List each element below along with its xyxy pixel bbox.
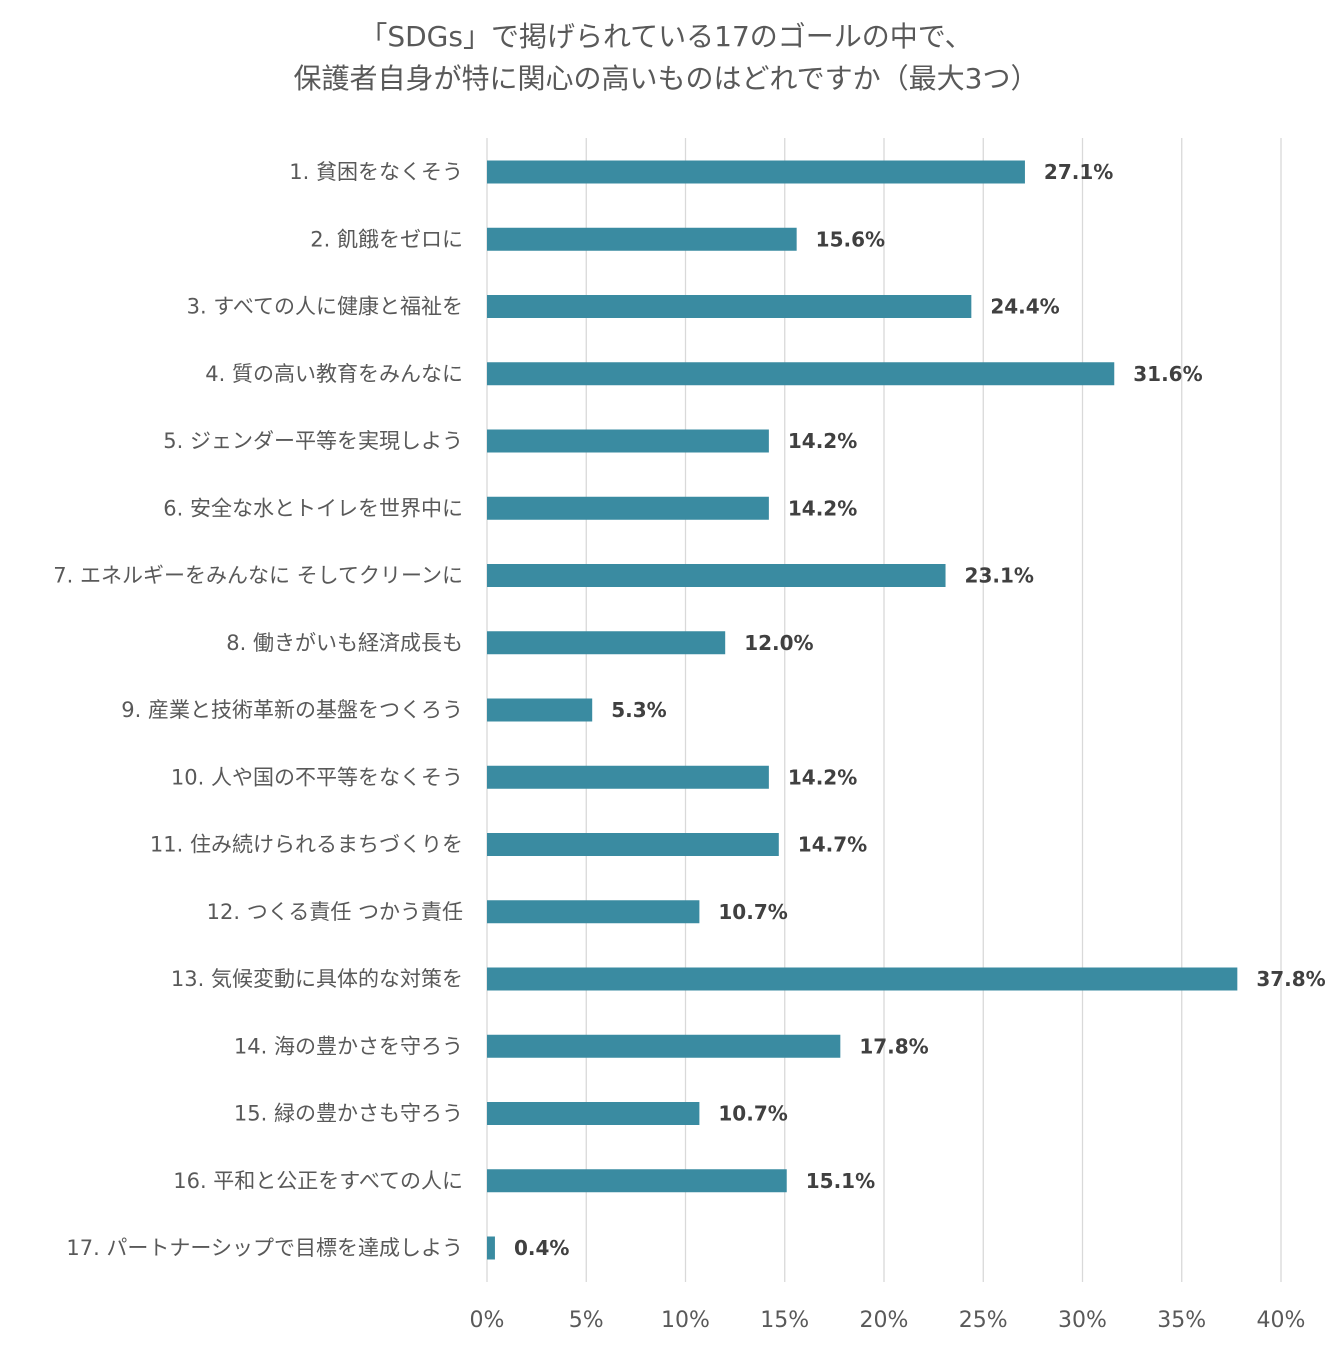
x-tick-label-10: 10% <box>661 1308 710 1333</box>
bar-7 <box>487 564 946 587</box>
bar-6 <box>487 496 769 520</box>
category-label-6: 6. 安全な水とトイレを世界中に <box>163 496 463 520</box>
category-label-13: 13. 気候変動に具体的な対策を <box>171 967 463 991</box>
category-label-8: 8. 働きがいも経済成長も <box>226 631 463 655</box>
bar-13 <box>487 967 1238 991</box>
bar-17 <box>487 1236 495 1260</box>
category-label-14: 14. 海の豊かさを守ろう <box>234 1034 463 1058</box>
category-label-4: 4. 質の高い教育をみんなに <box>205 362 463 386</box>
data-label-8: 12.0% <box>744 631 813 655</box>
data-label-9: 5.3% <box>611 698 666 722</box>
data-label-7: 23.1% <box>965 564 1034 588</box>
x-tick-label-30: 30% <box>1058 1308 1107 1333</box>
bar-10 <box>487 765 769 789</box>
bar-15 <box>487 1102 700 1125</box>
chart-title-line-1: 「SDGs」で掲げられている17のゴールの中で、 <box>359 20 972 53</box>
x-tick-label-25: 25% <box>959 1308 1008 1333</box>
bar-11 <box>487 833 779 856</box>
x-tick-label-0: 0% <box>470 1308 505 1333</box>
data-label-4: 31.6% <box>1133 362 1202 386</box>
bar-8 <box>487 631 726 655</box>
chart-title-line-2: 保護者自身が特に関心の高いものはどれですか（最大3つ） <box>294 62 1039 95</box>
category-label-2: 2. 飢餓をゼロに <box>310 227 463 251</box>
bar-4 <box>487 362 1115 386</box>
category-label-9: 9. 産業と技術革新の基盤をつくろう <box>121 698 463 722</box>
data-label-6: 14.2% <box>788 496 857 520</box>
category-label-16: 16. 平和と公正をすべての人に <box>173 1169 463 1193</box>
data-label-13: 37.8% <box>1256 967 1325 991</box>
bar-5 <box>487 429 769 453</box>
gridlines <box>486 138 1282 1282</box>
category-label-5: 5. ジェンダー平等を実現しよう <box>163 429 463 453</box>
category-label-15: 15. 緑の豊かさも守ろう <box>234 1102 463 1126</box>
data-label-5: 14.2% <box>788 429 857 453</box>
bar-2 <box>487 227 797 251</box>
category-label-10: 10. 人や国の不平等をなくそう <box>171 765 463 789</box>
category-label-7: 7. エネルギーをみんなに そしてクリーンに <box>53 564 463 588</box>
data-label-16: 15.1% <box>806 1169 875 1193</box>
data-label-1: 27.1% <box>1044 160 1113 184</box>
data-label-14: 17.8% <box>859 1034 928 1058</box>
data-label-12: 10.7% <box>718 900 787 924</box>
x-tick-label-20: 20% <box>860 1308 909 1333</box>
data-label-3: 24.4% <box>990 295 1059 319</box>
x-tick-label-35: 35% <box>1157 1308 1206 1333</box>
data-label-17: 0.4% <box>514 1236 569 1260</box>
data-label-10: 14.2% <box>788 765 857 789</box>
category-label-17: 17. パートナーシップで目標を達成しよう <box>66 1236 463 1260</box>
bar-14 <box>487 1034 841 1058</box>
bar-16 <box>487 1169 787 1193</box>
data-labels: 27.1% 15.6% 24.4% 31.6% 14.2% 14.2% 23.1% 12.0%… <box>514 160 1326 1260</box>
x-tick-label-15: 15% <box>760 1308 809 1333</box>
data-label-11: 14.7% <box>798 833 867 857</box>
category-label-12: 12. つくる責任 つかう責任 <box>207 900 463 924</box>
data-label-15: 10.7% <box>718 1102 787 1126</box>
x-tick-label-40: 40% <box>1257 1308 1306 1333</box>
category-label-11: 11. 住み続けられるまちづくりを <box>150 833 463 857</box>
bar-3 <box>487 295 972 318</box>
x-axis-tick-labels: 0% 5% 10% 15% 20% 25% 30% 35% 40% <box>470 1308 1306 1333</box>
x-tick-label-5: 5% <box>569 1308 604 1333</box>
bar-12 <box>487 900 700 924</box>
category-label-1: 1. 貧困をなくそう <box>289 160 463 184</box>
data-label-2: 15.6% <box>816 227 885 251</box>
bar-9 <box>487 698 593 722</box>
category-label-3: 3. すべての人に健康と福祉を <box>187 295 463 319</box>
category-labels: 1. 貧困をなくそう 2. 飢餓をゼロに 3. すべての人に健康と福祉を 4. 質の高… <box>53 160 463 1260</box>
bar-1 <box>487 160 1025 184</box>
bars <box>487 160 1238 1260</box>
